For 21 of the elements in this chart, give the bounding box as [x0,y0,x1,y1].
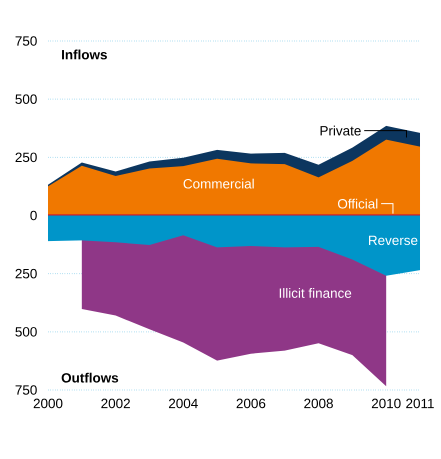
x-tick-label: 2008 [304,398,333,408]
series-label: Private [320,126,361,136]
y-tick-label: 500 [15,94,37,104]
x-tick-label: 2004 [168,398,198,408]
x-tick-label: 2011 [406,398,434,408]
y-tick-label: 750 [16,385,37,395]
y-tick-label: 0 [30,210,37,220]
series-label: Reverse [369,236,418,246]
y-tick-label: 500 [15,327,37,337]
y-tick-label: 250 [16,152,37,162]
x-tick-label: 2010 [372,398,401,408]
series-label: Official [338,198,378,209]
y-tick-label: 750 [16,36,37,46]
x-tick-label: 2006 [236,398,266,408]
x-tick-label: 2002 [101,398,130,408]
annotation: Inflows [62,50,107,60]
annotation: Outflows [62,372,118,383]
series-label: Illicit finance [280,288,352,298]
series-label: Commercial [184,178,254,189]
y-tick-label: 250 [16,268,37,278]
x-tick-label: 2000 [34,398,62,408]
